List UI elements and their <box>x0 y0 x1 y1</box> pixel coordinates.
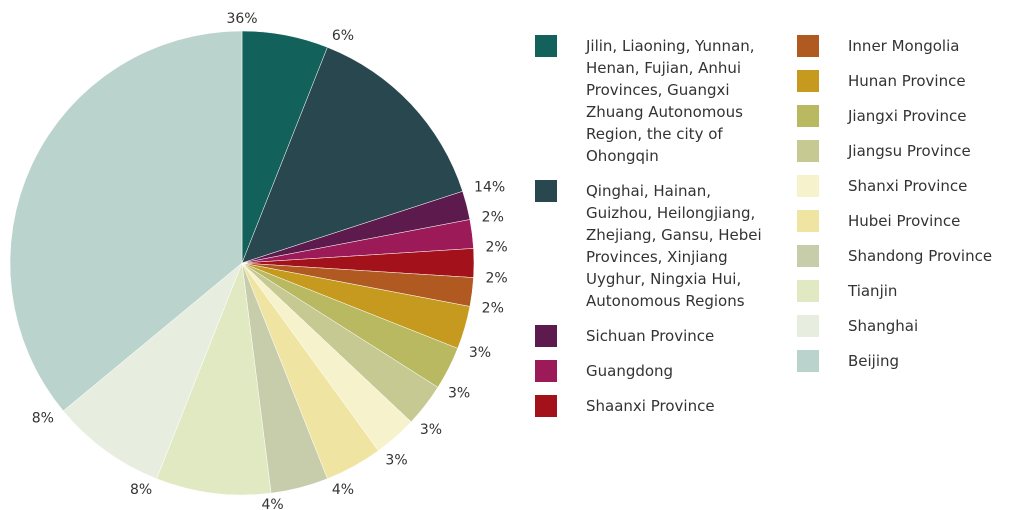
legend-swatch <box>797 280 819 302</box>
data-label: 6% <box>332 28 354 44</box>
legend-swatch <box>797 210 819 232</box>
data-label: 2% <box>482 209 504 225</box>
legend-item: Hunan Province <box>797 70 1015 92</box>
legend-label: Hunan Province <box>848 72 966 90</box>
legend-swatch <box>535 325 557 347</box>
pie-slice <box>9 30 243 412</box>
data-label: 4% <box>261 497 283 510</box>
legend-swatch <box>535 35 557 57</box>
legend-label: Qinghai, Hainan, Guizhou, Heilongjiang, … <box>586 182 762 310</box>
legend-swatch <box>797 245 819 267</box>
legend-item: Jiangsu Province <box>797 140 1015 162</box>
legend-item: Beijing <box>797 350 1015 372</box>
legend-item: Sichuan Province <box>535 325 768 347</box>
legend-item: Tianjin <box>797 280 1015 302</box>
data-label: 3% <box>469 345 491 361</box>
legend-column: Jilin, Liaoning, Yunnan, Henan, Fujian, … <box>535 35 768 430</box>
legend-item: Shanghai <box>797 315 1015 337</box>
pie-slice <box>62 262 243 480</box>
legend-label: Jiangxi Province <box>848 107 967 125</box>
legend-label: Jiangsu Province <box>848 142 971 160</box>
data-label: 8% <box>130 482 152 498</box>
legend-label: Jilin, Liaoning, Yunnan, Henan, Fujian, … <box>586 37 755 165</box>
data-label: 36% <box>226 11 257 27</box>
legend-label: Shanghai <box>848 317 919 335</box>
data-label: 3% <box>420 422 442 438</box>
legend-label: Inner Mongolia <box>848 37 960 55</box>
legend-item: Jiangxi Province <box>797 105 1015 127</box>
data-label: 3% <box>385 452 407 468</box>
legend-label: Tianjin <box>848 282 898 300</box>
pie-slice <box>156 262 272 496</box>
legend-label: Guangdong <box>586 362 674 380</box>
legend-item: Qinghai, Hainan, Guizhou, Heilongjiang, … <box>535 180 768 312</box>
legend-swatch <box>797 175 819 197</box>
legend-swatch <box>535 360 557 382</box>
data-label: 2% <box>482 301 504 317</box>
legend-swatch <box>535 395 557 417</box>
legend-swatch <box>797 70 819 92</box>
legend-column: Inner Mongolia Hunan Province Jiangxi Prov… <box>797 35 1015 385</box>
legend-item: Shanxi Province <box>797 175 1015 197</box>
legend-item: Jilin, Liaoning, Yunnan, Henan, Fujian, … <box>535 35 768 167</box>
data-label: 8% <box>32 411 54 427</box>
legend-swatch <box>797 140 819 162</box>
legend-item: Shaanxi Province <box>535 395 768 417</box>
legend-label: Shanxi Province <box>848 177 968 195</box>
legend-swatch <box>797 105 819 127</box>
data-label: 4% <box>332 482 354 498</box>
legend-label: Hubei Province <box>848 212 961 230</box>
legend-item: Hubei Province <box>797 210 1015 232</box>
data-label: 14% <box>474 180 505 196</box>
legend-label: Beijing <box>848 352 900 370</box>
legend-item: Guangdong <box>535 360 768 382</box>
legend-item: Inner Mongolia <box>797 35 1015 57</box>
data-label: 2% <box>486 240 508 256</box>
legend-label: Sichuan Province <box>586 327 715 345</box>
legend-swatch <box>797 35 819 57</box>
legend-label: Shaanxi Province <box>586 397 715 415</box>
legend-swatch <box>797 315 819 337</box>
data-label: 2% <box>486 270 508 286</box>
pie-chart: 6% 14% 2% 2% 2% 2% 3% 3% 3% 3% 4% 4% 8% 8% 36% <box>9 11 508 510</box>
data-label: 3% <box>448 386 470 402</box>
legend-label: Shandong Province <box>848 247 993 265</box>
legend-swatch <box>535 180 557 202</box>
legend-swatch <box>797 350 819 372</box>
legend-item: Shandong Province <box>797 245 1015 267</box>
